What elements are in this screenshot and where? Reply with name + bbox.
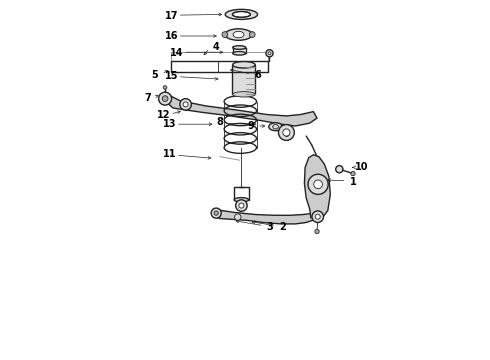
Polygon shape	[165, 95, 317, 126]
Circle shape	[163, 86, 167, 89]
Ellipse shape	[233, 51, 245, 55]
Ellipse shape	[234, 198, 248, 202]
Ellipse shape	[232, 12, 250, 17]
Text: 9: 9	[247, 121, 254, 131]
Circle shape	[159, 92, 171, 105]
Circle shape	[308, 174, 328, 194]
Text: 6: 6	[254, 70, 261, 80]
Circle shape	[315, 229, 319, 234]
Circle shape	[266, 50, 273, 57]
Text: 14: 14	[170, 48, 183, 58]
Circle shape	[180, 99, 192, 110]
Circle shape	[236, 200, 247, 211]
Bar	[171, 61, 269, 72]
Circle shape	[268, 52, 271, 55]
Text: 3: 3	[267, 222, 273, 232]
Polygon shape	[304, 155, 330, 219]
Circle shape	[336, 166, 343, 173]
Ellipse shape	[233, 92, 255, 97]
Circle shape	[235, 214, 241, 220]
Ellipse shape	[233, 46, 245, 49]
Ellipse shape	[225, 9, 258, 19]
Text: 8: 8	[217, 117, 223, 127]
Text: 5: 5	[151, 70, 158, 80]
Text: 10: 10	[355, 162, 369, 172]
Text: 11: 11	[163, 149, 176, 159]
Circle shape	[239, 203, 244, 208]
Circle shape	[183, 102, 188, 107]
Ellipse shape	[233, 62, 255, 68]
Ellipse shape	[225, 29, 252, 40]
Circle shape	[211, 208, 221, 218]
Circle shape	[312, 211, 323, 222]
Text: 17: 17	[165, 11, 178, 21]
Text: 4: 4	[213, 42, 220, 52]
Polygon shape	[215, 210, 317, 224]
Text: 12: 12	[157, 110, 171, 120]
Circle shape	[283, 129, 290, 136]
Ellipse shape	[269, 123, 282, 131]
Circle shape	[351, 171, 355, 176]
Ellipse shape	[233, 31, 244, 38]
Polygon shape	[232, 65, 255, 94]
Text: 1: 1	[350, 177, 356, 187]
Text: 15: 15	[165, 71, 178, 81]
Circle shape	[315, 214, 320, 219]
Ellipse shape	[249, 32, 255, 37]
Text: 2: 2	[279, 222, 286, 232]
Text: 16: 16	[165, 31, 178, 41]
Text: 13: 13	[163, 119, 176, 129]
Circle shape	[314, 180, 322, 189]
Circle shape	[162, 96, 168, 102]
Circle shape	[214, 211, 219, 215]
Circle shape	[278, 125, 294, 140]
Circle shape	[284, 131, 289, 136]
Text: 7: 7	[145, 93, 151, 103]
Ellipse shape	[222, 32, 228, 37]
